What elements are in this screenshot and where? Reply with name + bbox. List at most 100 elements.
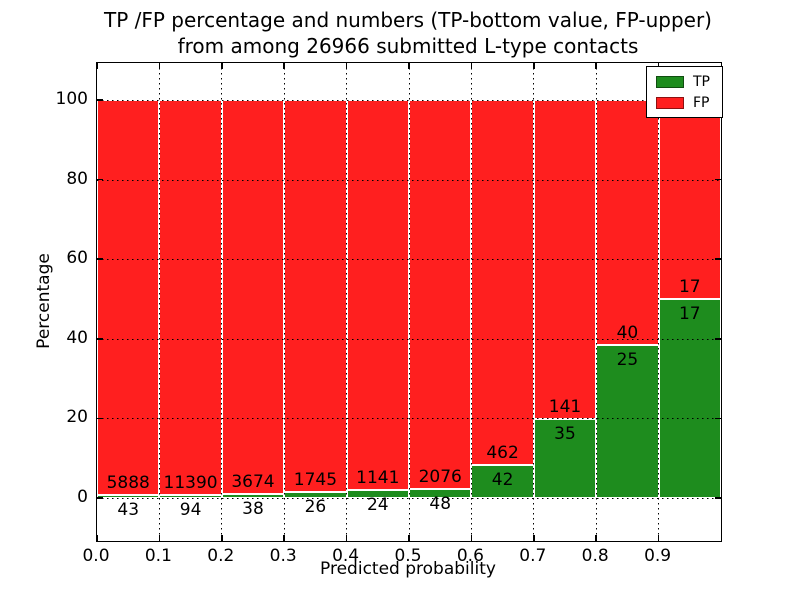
y-tick-label: 100 — [55, 89, 88, 109]
y-tick-mark-right — [715, 178, 721, 181]
horizontal-gridline — [97, 338, 721, 340]
fp-count-label: 40 — [616, 322, 639, 343]
tp-count-label: 42 — [491, 469, 514, 490]
y-tick-mark-right — [715, 417, 721, 420]
y-tick-mark — [97, 99, 103, 101]
horizontal-gridline — [97, 418, 721, 420]
y-tick-mark-right — [715, 258, 721, 260]
y-tick-mark-right — [715, 497, 721, 499]
bar-segment-fp — [221, 100, 285, 494]
legend-label-fp: FP — [693, 94, 710, 111]
bar-segment-fp — [159, 100, 222, 495]
tp-count-label: 35 — [554, 423, 576, 444]
tp-count-label: 94 — [179, 499, 202, 520]
bar-segment-tp — [596, 344, 659, 498]
y-tick-mark — [97, 417, 103, 420]
chart-title-line1: TP /FP percentage and numbers (TP-bottom… — [104, 8, 712, 32]
plot-area: 5888 43 11390 94 3674 38 1745 26 1141 24 2076 48 462… — [96, 62, 722, 542]
horizontal-gridline — [97, 259, 721, 261]
fp-count-label: 3674 — [231, 471, 275, 492]
bar-segment-fp — [409, 100, 472, 489]
x-tick-mark — [533, 535, 535, 541]
fp-count-label: 11390 — [163, 472, 218, 493]
y-tick-label: 40 — [66, 327, 88, 348]
x-tick-label: 0.7 — [519, 546, 547, 566]
tp-count-label: 38 — [242, 498, 264, 519]
vertical-gridline — [658, 63, 660, 541]
y-tick-mark-right — [715, 338, 721, 340]
vertical-gridline — [470, 63, 472, 541]
y-tick-label: 20 — [66, 407, 88, 428]
x-tick-mark-top — [595, 63, 597, 69]
x-tick-label: 0.0 — [82, 546, 110, 566]
tp-count-label: 17 — [678, 304, 701, 324]
legend-label-tp: TP — [693, 73, 710, 90]
bar-segment-fp — [596, 100, 659, 345]
x-tick-mark-top — [408, 63, 410, 69]
y-tick-mark — [97, 497, 103, 499]
y-tick-mark — [97, 338, 103, 340]
fp-count-label: 141 — [548, 396, 582, 417]
x-tick-label: 0.2 — [207, 546, 235, 566]
vertical-gridline — [408, 63, 410, 541]
x-tick-mark-top — [533, 63, 535, 69]
x-tick-mark-top — [158, 63, 161, 69]
horizontal-gridline — [97, 100, 721, 101]
x-tick-mark — [283, 535, 285, 541]
fp-swatch-icon — [656, 96, 684, 109]
fp-count-label: 1141 — [356, 467, 400, 488]
legend-entry-tp: TP — [656, 73, 718, 90]
x-tick-mark-top — [221, 63, 223, 69]
x-tick-label: 0.9 — [644, 546, 672, 566]
y-tick-mark — [97, 258, 103, 260]
x-tick-label: 0.4 — [332, 546, 360, 566]
x-tick-mark — [408, 535, 410, 541]
x-tick-mark-top — [345, 63, 348, 69]
horizontal-gridline — [97, 179, 721, 181]
bar-segment-tp — [658, 299, 721, 498]
fp-count-label: 1745 — [293, 470, 338, 491]
x-tick-label: 0.5 — [394, 546, 422, 566]
y-tick-label: 80 — [66, 168, 88, 189]
fp-count-label: 2076 — [418, 467, 462, 488]
x-tick-mark — [657, 535, 660, 541]
x-tick-label: 0.8 — [581, 546, 609, 566]
x-tick-mark-top — [283, 63, 285, 69]
vertical-gridline — [533, 63, 535, 541]
bar-segment-fp — [346, 100, 409, 490]
horizontal-gridline — [97, 498, 721, 499]
tp-count-label: 26 — [304, 497, 327, 518]
legend: TP FP — [646, 66, 723, 118]
vertical-gridline — [346, 63, 348, 541]
y-axis-title: Percentage — [34, 253, 54, 349]
chart-title: TP /FP percentage and numbers (TP-bottom… — [88, 7, 728, 59]
x-tick-mark — [595, 535, 597, 541]
tp-swatch-icon — [656, 75, 684, 88]
x-tick-label: 0.6 — [456, 546, 484, 566]
bar-segment-fp — [97, 100, 160, 496]
fp-count-label: 462 — [486, 442, 519, 463]
bar-segment-fp — [658, 100, 721, 299]
fp-count-label: 5888 — [106, 473, 150, 494]
tp-count-label: 43 — [117, 500, 140, 521]
fp-count-label: 17 — [678, 277, 701, 297]
x-tick-mark-top — [470, 63, 473, 69]
x-tick-label: 0.3 — [269, 546, 297, 566]
x-tick-mark — [345, 535, 348, 541]
legend-entry-fp: FP — [656, 94, 718, 111]
x-tick-mark — [96, 535, 98, 541]
chart-title-line2: from among 26966 submitted L-type contac… — [177, 34, 639, 58]
tp-count-label: 48 — [429, 494, 452, 514]
y-tick-mark — [97, 178, 103, 181]
x-tick-mark — [158, 535, 161, 541]
vertical-gridline — [158, 63, 160, 541]
y-tick-label: 60 — [66, 248, 88, 269]
y-tick-label: 0 — [77, 487, 88, 507]
bar-segment-fp — [471, 100, 534, 465]
vertical-gridline — [221, 63, 223, 541]
x-axis-title: Predicted probability — [320, 559, 496, 579]
vertical-gridline — [595, 63, 597, 541]
x-tick-mark — [221, 535, 223, 541]
vertical-gridline — [283, 63, 285, 541]
